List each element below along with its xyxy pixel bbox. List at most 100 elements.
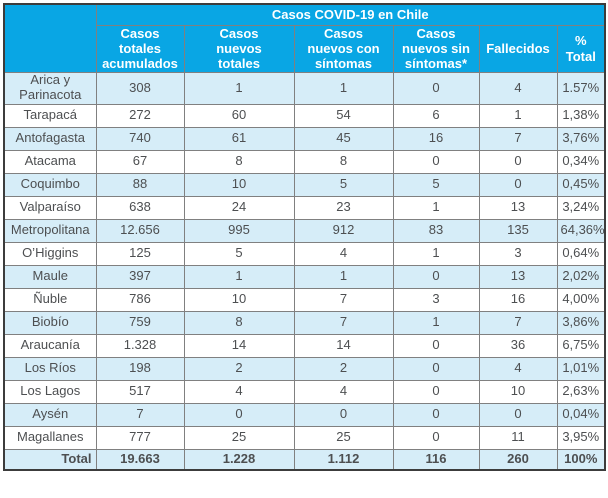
column-header: Casos nuevos sin síntomas* <box>392 24 480 73</box>
value-cell: 0 <box>478 149 558 174</box>
table-row: Metropolitana 12.656 995 912 83 135 64,36% <box>3 218 606 243</box>
value-cell: 8 <box>293 149 394 174</box>
value-cell: 19.663 <box>95 448 185 471</box>
value-cell: 1,38% <box>556 103 606 128</box>
value-cell: 10 <box>183 172 295 197</box>
value-cell: 3,76% <box>556 126 606 151</box>
table-row: Magallanes 777 25 25 0 11 3,95% <box>3 425 606 450</box>
value-cell: 3 <box>478 241 558 266</box>
value-cell: 25 <box>183 425 295 450</box>
value-cell: 2,02% <box>556 264 606 289</box>
value-cell: 7 <box>478 310 558 335</box>
value-cell: 0 <box>392 356 480 381</box>
table-row: Maule 397 1 1 0 13 2,02% <box>3 264 606 289</box>
column-header: Casos nuevos con síntomas <box>293 24 394 73</box>
value-cell: 135 <box>478 218 558 243</box>
table-row: Aysén 7 0 0 0 0 0,04% <box>3 402 606 427</box>
column-header: Casos nuevos totales <box>183 24 295 73</box>
table-row: Ñuble 786 10 7 3 16 4,00% <box>3 287 606 312</box>
value-cell: 6 <box>392 103 480 128</box>
value-cell: 0 <box>183 402 295 427</box>
value-cell: 25 <box>293 425 394 450</box>
value-cell: 8 <box>183 310 295 335</box>
covid-cases-table: Casos COVID-19 en Chile Casos totales ac… <box>3 3 607 471</box>
table-row: Araucanía 1.328 14 14 0 36 6,75% <box>3 333 606 358</box>
table-row: Antofagasta 740 61 45 16 7 3,76% <box>3 126 606 151</box>
value-cell: 54 <box>293 103 394 128</box>
value-cell: 1 <box>392 241 480 266</box>
region-cell: Los Ríos <box>3 356 97 381</box>
value-cell: 8 <box>183 149 295 174</box>
value-cell: 7 <box>293 310 394 335</box>
table-row: Los Ríos 198 2 2 0 4 1,01% <box>3 356 606 381</box>
title-row: Casos COVID-19 en Chile <box>3 3 606 73</box>
column-header-row: Casos totales acumulados Casos nuevos tot… <box>4 24 606 73</box>
value-cell: 13 <box>478 195 558 220</box>
value-cell: 1.112 <box>293 448 394 471</box>
value-cell: 88 <box>95 172 185 197</box>
value-cell: 16 <box>478 287 558 312</box>
region-cell: Tarapacá <box>3 103 97 128</box>
region-cell: Atacama <box>3 149 97 174</box>
value-cell: 67 <box>95 149 185 174</box>
value-cell: 0 <box>478 402 558 427</box>
value-cell: 100% <box>556 448 606 471</box>
value-cell: 4 <box>293 379 394 404</box>
value-cell: 5 <box>183 241 295 266</box>
region-cell: Ñuble <box>3 287 97 312</box>
value-cell: 12.656 <box>95 218 185 243</box>
table-row: Coquimbo 88 10 5 5 0 0,45% <box>3 172 606 197</box>
value-cell: 45 <box>293 126 394 151</box>
table-title: Casos COVID-19 en Chile <box>95 3 606 26</box>
value-cell: 24 <box>183 195 295 220</box>
column-header-label: % Total <box>565 33 596 64</box>
column-header-label: Casos nuevos sin síntomas* <box>402 25 470 72</box>
value-cell: 5 <box>293 172 394 197</box>
value-cell: 10 <box>478 379 558 404</box>
value-cell: 1 <box>293 264 394 289</box>
value-cell: 272 <box>95 103 185 128</box>
region-cell: Maule <box>3 264 97 289</box>
region-cell: Biobío <box>3 310 97 335</box>
total-row: Total 19.663 1.228 1.112 116 260 100% <box>3 448 606 471</box>
value-cell: 0 <box>392 333 480 358</box>
table-row: Valparaíso 638 24 23 1 13 3,24% <box>3 195 606 220</box>
region-cell: Arica y Parinacota <box>3 71 97 105</box>
value-cell: 1 <box>392 310 480 335</box>
table-row: Biobío 759 8 7 1 7 3,86% <box>3 310 606 335</box>
value-cell: 11 <box>478 425 558 450</box>
region-cell: Los Lagos <box>3 379 97 404</box>
value-cell: 23 <box>293 195 394 220</box>
table-row: Los Lagos 517 4 4 0 10 2,63% <box>3 379 606 404</box>
value-cell: 308 <box>95 71 185 105</box>
value-cell: 0 <box>392 264 480 289</box>
value-cell: 777 <box>95 425 185 450</box>
value-cell: 4 <box>183 379 295 404</box>
value-cell: 1.57% <box>556 71 606 105</box>
value-cell: 7 <box>293 287 394 312</box>
value-cell: 0 <box>478 172 558 197</box>
region-cell: O’Higgins <box>3 241 97 266</box>
value-cell: 3,24% <box>556 195 606 220</box>
value-cell: 2,63% <box>556 379 606 404</box>
column-header-label: Fallecidos <box>486 40 550 56</box>
value-cell: 1.228 <box>183 448 295 471</box>
value-cell: 7 <box>95 402 185 427</box>
value-cell: 1 <box>183 264 295 289</box>
column-header-label: Casos nuevos totales <box>216 25 262 72</box>
value-cell: 6,75% <box>556 333 606 358</box>
table-row: O’Higgins 125 5 4 1 3 0,64% <box>3 241 606 266</box>
table-row: Atacama 67 8 8 0 0 0,34% <box>3 149 606 174</box>
value-cell: 64,36% <box>556 218 606 243</box>
value-cell: 16 <box>392 126 480 151</box>
value-cell: 0 <box>392 379 480 404</box>
value-cell: 13 <box>478 264 558 289</box>
value-cell: 7 <box>478 126 558 151</box>
value-cell: 4 <box>478 356 558 381</box>
value-cell: 0 <box>392 149 480 174</box>
value-cell: 1 <box>293 71 394 105</box>
value-cell: 1.328 <box>95 333 185 358</box>
corner-cell <box>3 3 97 73</box>
value-cell: 116 <box>392 448 480 471</box>
value-cell: 0,34% <box>556 149 606 174</box>
